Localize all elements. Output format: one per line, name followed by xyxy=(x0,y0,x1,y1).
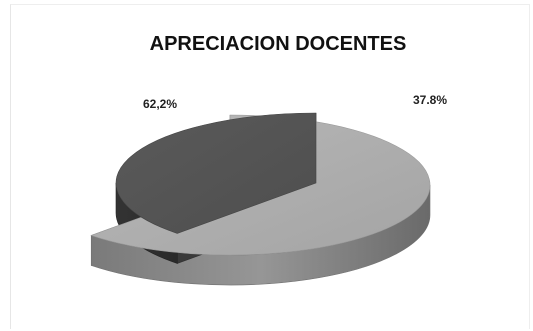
data-label-slice-2: 37.8% xyxy=(413,93,447,107)
data-label-slice-1: 62,2% xyxy=(143,97,177,111)
pie-slice-2 xyxy=(115,112,317,234)
chart-title: APRECIACION DOCENTES xyxy=(150,33,407,55)
